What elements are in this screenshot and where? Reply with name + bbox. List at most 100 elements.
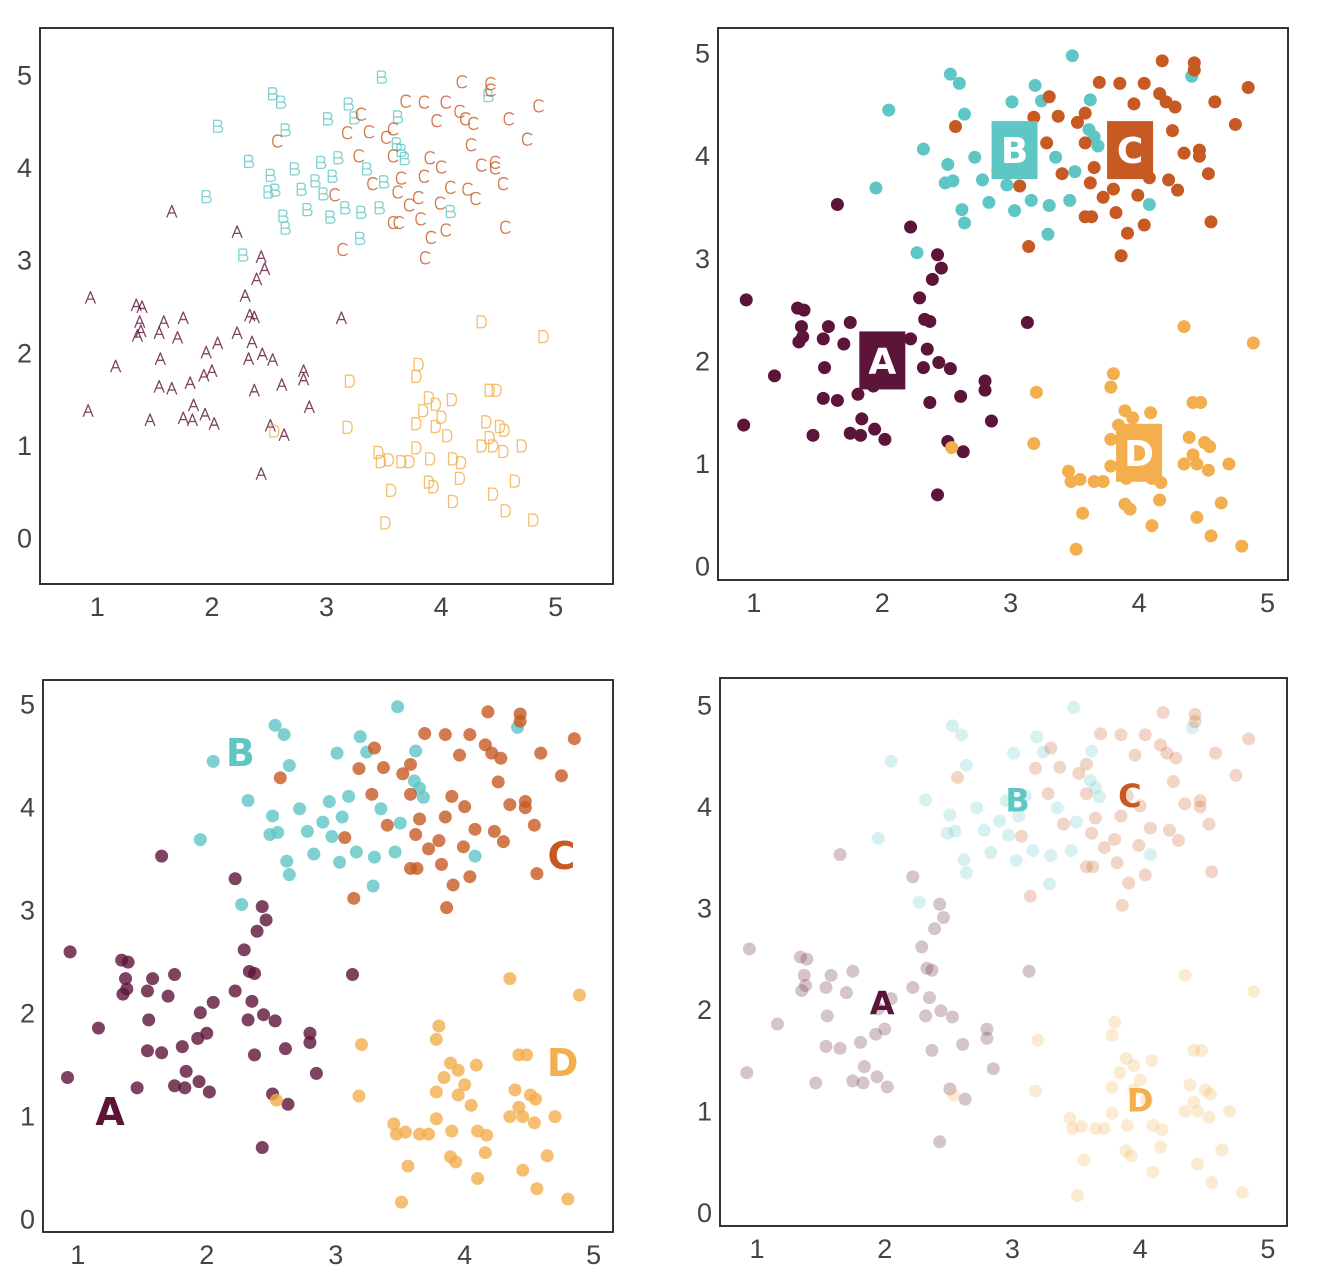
- point-C: [494, 751, 508, 765]
- point-marker-D: [413, 357, 424, 372]
- point-B: [206, 754, 220, 768]
- point-C: [527, 818, 541, 832]
- point-A: [228, 984, 242, 998]
- point-D: [1087, 475, 1101, 489]
- point-A: [884, 992, 898, 1006]
- y-tick-label: 2: [695, 346, 710, 376]
- cluster-label: C: [1117, 131, 1143, 172]
- point-marker-B: [296, 182, 307, 196]
- point-C: [1114, 249, 1128, 263]
- point-D: [1133, 1073, 1147, 1087]
- point-A: [770, 1017, 784, 1031]
- point-D: [561, 1192, 575, 1206]
- point-B: [268, 718, 282, 732]
- point-B: [333, 855, 347, 869]
- point-D: [947, 1088, 961, 1102]
- point-marker-A: [208, 417, 220, 430]
- point-C: [1154, 738, 1168, 752]
- point-A: [922, 991, 936, 1005]
- point-D: [1191, 1157, 1205, 1171]
- point-A: [871, 1002, 885, 1016]
- cluster-label: B: [226, 731, 255, 775]
- point-B: [349, 845, 363, 859]
- point-A: [916, 361, 930, 375]
- point-C: [1092, 75, 1106, 89]
- point-D: [548, 1110, 562, 1124]
- point-D: [1177, 457, 1191, 471]
- point-B: [468, 849, 482, 863]
- y-tick-label: 4: [17, 153, 32, 183]
- point-A: [931, 248, 945, 262]
- point-C: [1132, 838, 1146, 852]
- point-B: [293, 802, 307, 816]
- x-tick-label: 4: [1133, 1234, 1148, 1264]
- point-D: [1077, 1153, 1091, 1167]
- point-marker-A: [177, 311, 189, 325]
- point-A: [854, 428, 867, 442]
- point-C: [1028, 761, 1042, 775]
- point-D: [401, 1159, 415, 1173]
- point-D: [540, 1149, 554, 1163]
- point-A: [923, 395, 937, 409]
- point-C: [1165, 124, 1179, 138]
- point-B: [1143, 848, 1157, 862]
- point-B: [869, 181, 883, 195]
- point-A: [833, 848, 847, 862]
- x-tick-label: 4: [457, 1240, 472, 1270]
- point-B: [193, 833, 207, 847]
- point-A: [259, 913, 273, 927]
- point-D: [572, 988, 586, 1002]
- point-marker-B: [212, 119, 224, 133]
- point-marker-A: [134, 315, 146, 329]
- point-marker-A: [82, 404, 94, 417]
- point-marker-C: [485, 83, 496, 97]
- point-marker-D: [488, 487, 499, 501]
- point-D: [1177, 320, 1191, 334]
- point-B: [957, 216, 971, 230]
- point-marker-D: [454, 471, 466, 486]
- point-C: [438, 810, 452, 824]
- point-marker-B: [265, 168, 276, 182]
- point-A: [984, 414, 998, 428]
- point-A: [257, 1008, 271, 1022]
- point-marker-C: [400, 94, 412, 108]
- point-C: [1057, 817, 1071, 831]
- point-C: [404, 757, 418, 771]
- point-D: [520, 1048, 534, 1062]
- point-D: [530, 1182, 544, 1196]
- point-D: [1105, 1080, 1119, 1094]
- point-C: [1169, 751, 1183, 765]
- point-B: [271, 825, 285, 839]
- y-tick-label: 5: [20, 690, 35, 720]
- point-C: [1193, 794, 1207, 808]
- point-A: [792, 335, 806, 349]
- point-marker-B: [280, 123, 291, 137]
- point-B: [940, 826, 954, 840]
- point-C: [1155, 54, 1169, 68]
- point-B: [1067, 700, 1081, 714]
- y-tick-label: 3: [20, 896, 35, 926]
- point-B: [1042, 877, 1056, 891]
- point-D: [445, 1124, 459, 1138]
- point-marker-C: [425, 230, 437, 245]
- point-A: [168, 968, 182, 982]
- point-D: [1076, 506, 1090, 520]
- point-marker-D: [500, 504, 511, 518]
- point-C: [1160, 746, 1174, 760]
- point-B: [1091, 139, 1105, 153]
- point-C: [1080, 757, 1094, 771]
- point-A: [843, 426, 857, 440]
- point-marker-A: [199, 407, 211, 421]
- point-C: [1228, 117, 1242, 131]
- point-marker-A: [259, 262, 271, 276]
- point-C: [1044, 741, 1058, 755]
- point-C: [396, 767, 410, 781]
- point-marker-A: [246, 335, 258, 349]
- point-D: [471, 1171, 485, 1185]
- point-D: [437, 1071, 451, 1085]
- point-D: [1178, 1104, 1192, 1118]
- point-marker-B: [322, 112, 334, 126]
- series-C: [273, 705, 581, 915]
- point-A: [931, 488, 945, 502]
- point-C: [1208, 746, 1222, 760]
